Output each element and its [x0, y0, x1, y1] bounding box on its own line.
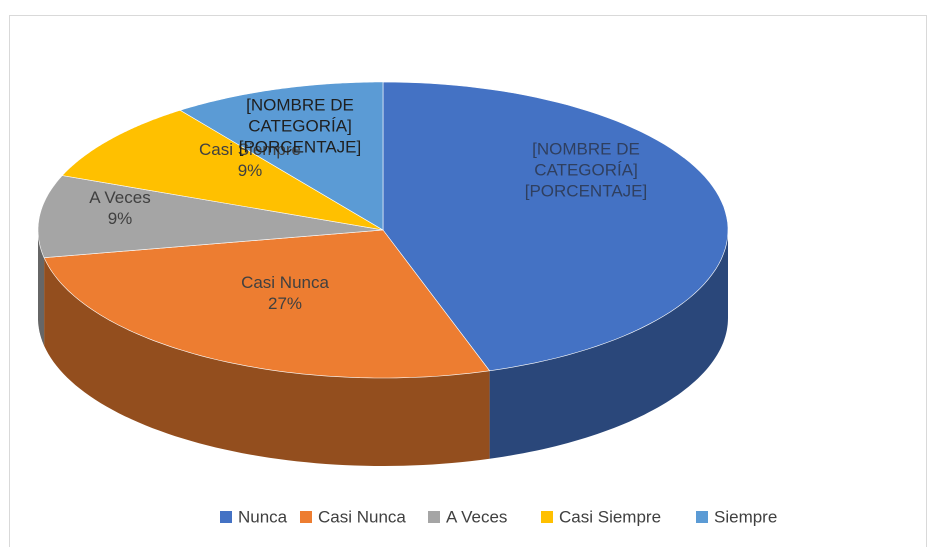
legend-label: Siempre [714, 507, 777, 526]
pie-side [44, 257, 490, 466]
pie-tops [37, 81, 729, 379]
data-label-text: 9% [107, 209, 133, 228]
legend-label: Casi Nunca [318, 507, 406, 526]
data-label-text: A Veces [89, 188, 151, 207]
data-label: A Veces 9% [45, 187, 195, 229]
pie-slice [43, 229, 491, 379]
data-label: [NOMBRE DE CATEGORÍA] [PORCENTAJE] [235, 95, 365, 158]
data-label-text: Casi Siempre [198, 140, 302, 159]
data-label-text: 27% [267, 294, 303, 313]
legend-swatch [300, 511, 312, 523]
pie-slice [37, 175, 384, 259]
legend-swatch [696, 511, 708, 523]
data-label-text: 9% [237, 161, 263, 180]
chart-frame [9, 15, 927, 547]
pie-sides [38, 230, 728, 466]
legend-swatch [220, 511, 232, 523]
data-label-text: [PORCENTAJE] [524, 181, 648, 201]
legend-label: Casi Siempre [559, 507, 661, 526]
pie-slice [61, 109, 384, 231]
data-label-text: [NOMBRE DE CATEGORÍA] [532, 139, 640, 180]
data-label: Casi Siempre 9% [175, 139, 325, 181]
data-label-text: [NOMBRE DE CATEGORÍA] [246, 95, 354, 136]
pie-side [38, 230, 45, 346]
data-label: Casi Nunca 27% [210, 272, 360, 314]
pie-side [489, 230, 728, 459]
data-label-text: [PORCENTAJE] [238, 137, 362, 157]
pie-slice [382, 81, 729, 372]
data-label-text: Casi Nunca [241, 273, 329, 292]
data-label: [NOMBRE DE CATEGORÍA] [PORCENTAJE] [521, 139, 651, 202]
legend-label: Nunca [238, 507, 288, 526]
legend-swatch [428, 511, 440, 523]
pie-slice [179, 81, 384, 231]
legend-label: A Veces [446, 507, 507, 526]
legend-swatch [541, 511, 553, 523]
